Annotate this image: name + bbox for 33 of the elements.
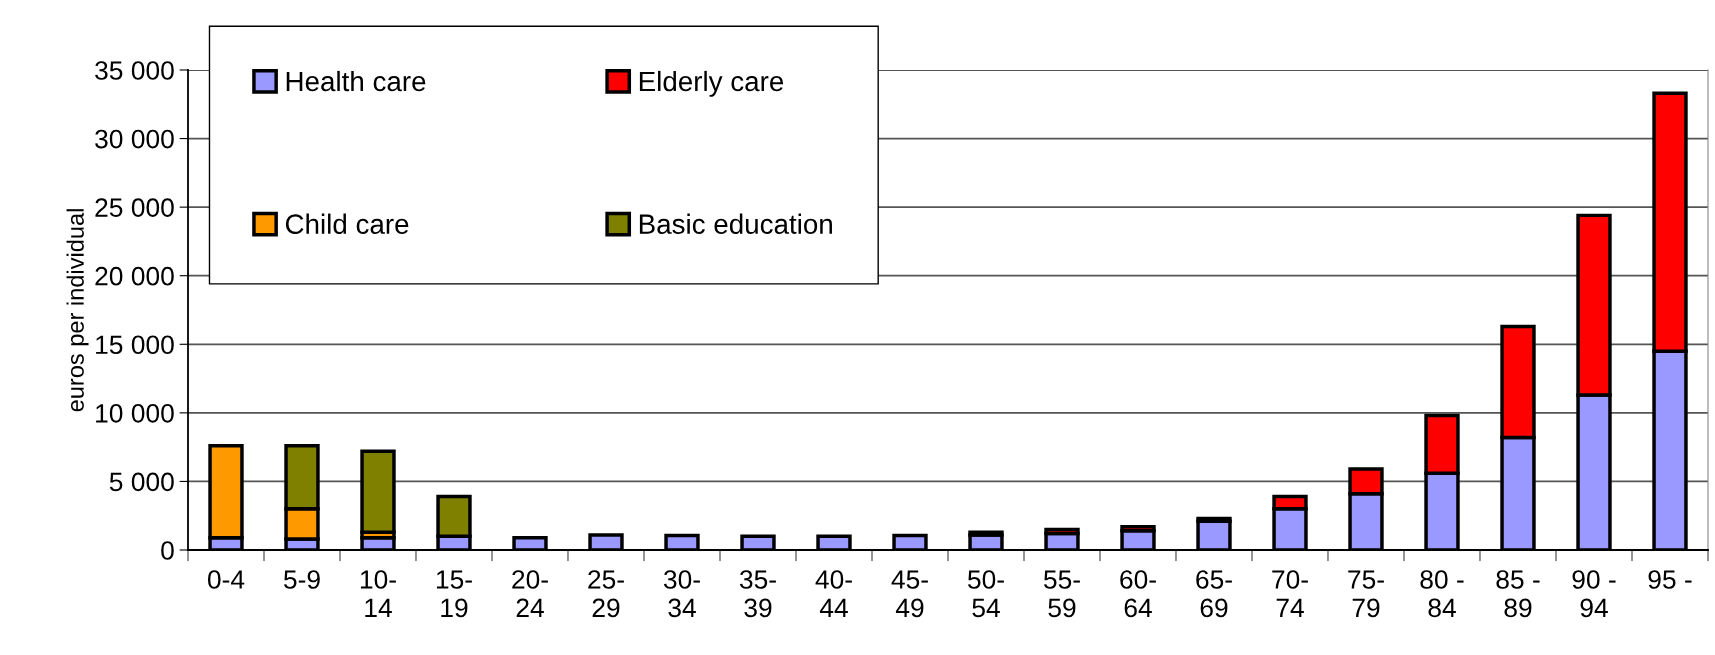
x-tick-label: 0-4 — [207, 570, 245, 589]
legend-label: Child care — [285, 213, 409, 234]
y-tick-label: 35 000 — [95, 61, 174, 80]
x-tick-label: 75- 79 — [1348, 570, 1384, 618]
x-tick-label: 85 - 89 — [1496, 570, 1540, 618]
legend-label: Basic education — [639, 213, 832, 234]
x-tick-label: 15- 19 — [436, 570, 472, 618]
x-tick-label: 50- 54 — [967, 570, 1004, 618]
x-tick-label: 5-9 — [283, 570, 320, 589]
x-tick-label: 25- 29 — [588, 570, 624, 618]
y-tick-label: 20 000 — [95, 266, 174, 286]
x-tick-label: 70- 74 — [1272, 570, 1308, 617]
legend-label: Health care — [286, 70, 426, 92]
x-tick-label: 30- 34 — [663, 570, 700, 618]
y-tick-label: 5 000 — [109, 472, 174, 492]
legend-label: Elderly care — [639, 70, 784, 97]
y-axis-title: euros per individual — [66, 209, 89, 412]
y-tick-label: 15 000 — [96, 335, 174, 355]
y-tick-label: 25 000 — [95, 198, 174, 217]
x-tick-label: 20- 24 — [512, 570, 548, 617]
x-tick-label: 65- 69 — [1196, 570, 1232, 618]
x-tick-label: 45- 49 — [891, 570, 928, 618]
x-tick-label: 80 - 84 — [1420, 570, 1464, 618]
x-tick-label: 90 - 94 — [1572, 570, 1616, 618]
x-tick-label: 35- 39 — [739, 570, 776, 618]
y-tick-label: 10 000 — [96, 403, 174, 423]
x-tick-label: 60- 64 — [1120, 570, 1156, 618]
y-tick-label: 30 000 — [95, 129, 174, 149]
x-tick-label: 95 - — [1648, 570, 1692, 589]
x-tick-label: 40- 44 — [815, 570, 852, 617]
x-tick-label: 10- 14 — [360, 570, 396, 617]
y-tick-label: 0 — [161, 541, 174, 560]
x-tick-label: 55- 59 — [1043, 570, 1080, 618]
